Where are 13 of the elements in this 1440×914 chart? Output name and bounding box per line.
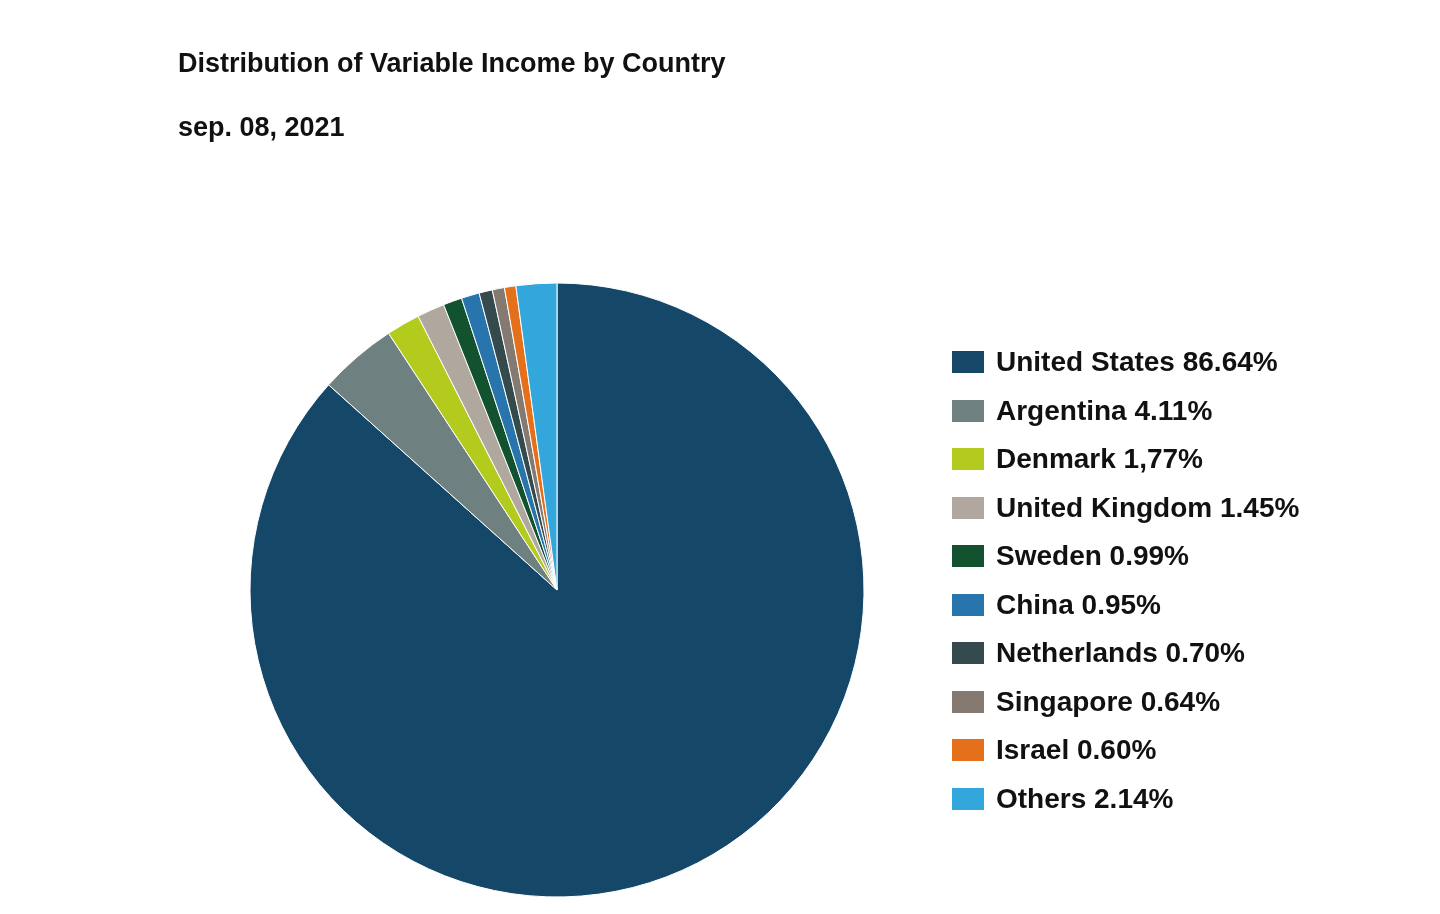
legend-label: Netherlands 0.70% — [996, 637, 1245, 670]
legend-label: Singapore 0.64% — [996, 685, 1221, 718]
chart-subtitle: sep. 08, 2021 — [178, 112, 345, 143]
legend-label: China 0.95% — [996, 588, 1161, 621]
legend-label: United States 86.64% — [996, 346, 1278, 379]
legend-label: Israel 0.60% — [996, 734, 1157, 767]
legend-label: United Kingdom 1.45% — [996, 491, 1300, 524]
pie-slice — [249, 282, 865, 898]
legend-label: Argentina 4.11% — [996, 394, 1213, 427]
legend-label: Sweden 0.99% — [996, 540, 1189, 573]
legend-label: Denmark 1,77% — [996, 443, 1204, 476]
chart-title: Distribution of Variable Income by Country — [178, 48, 726, 79]
legend-label: Others 2.14% — [996, 782, 1174, 815]
